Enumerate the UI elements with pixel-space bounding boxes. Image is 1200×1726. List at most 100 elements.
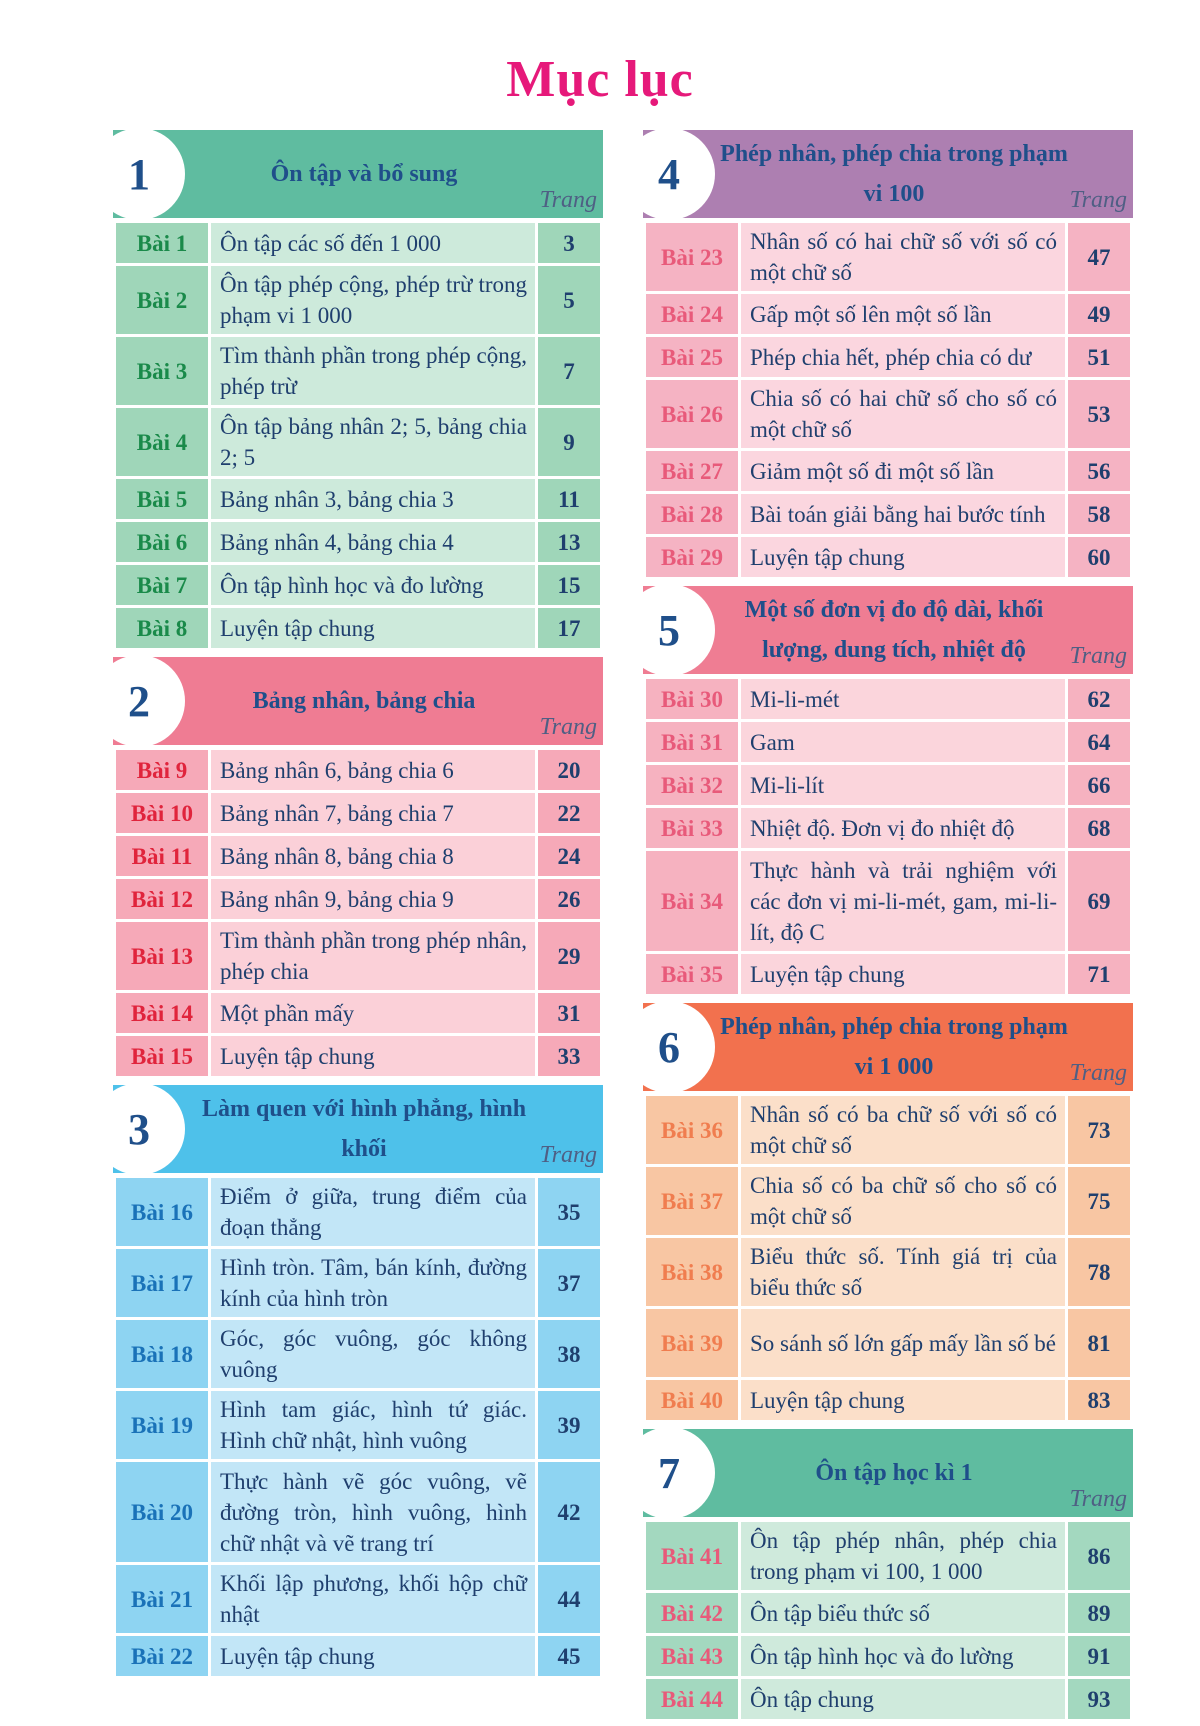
lesson-number: Bài 11 [116,836,208,876]
lesson-title[interactable]: Ôn tập chung [741,1679,1065,1719]
lesson-row[interactable]: Bài 39 So sánh số lớn gấp mấy lần số bé 81 [646,1309,1130,1377]
lesson-title[interactable]: Nhân số có hai chữ số với số có một chữ … [741,223,1065,291]
lesson-row[interactable]: Bài 26 Chia số có hai chữ số cho số có mộ… [646,380,1130,448]
lesson-row[interactable]: Bài 33 Nhiệt độ. Đơn vị đo nhiệt độ 68 [646,808,1130,848]
lesson-title[interactable]: Ôn tập hình học và đo lường [211,565,535,605]
lesson-title[interactable]: Phép chia hết, phép chia có dư [741,337,1065,377]
lesson-row[interactable]: Bài 8 Luyện tập chung 17 [116,608,600,648]
lesson-row[interactable]: Bài 27 Giảm một số đi một số lần 56 [646,451,1130,491]
lesson-row[interactable]: Bài 18 Góc, góc vuông, góc không vuông 38 [116,1320,600,1388]
lesson-title[interactable]: Bảng nhân 4, bảng chia 4 [211,522,535,562]
lesson-title[interactable]: Mi-li-lít [741,765,1065,805]
lesson-title[interactable]: Một phần mấy [211,993,535,1033]
lesson-title[interactable]: Luyện tập chung [211,1036,535,1076]
lesson-row[interactable]: Bài 9 Bảng nhân 6, bảng chia 6 20 [116,750,600,790]
lesson-number: Bài 24 [646,294,738,334]
lesson-title[interactable]: Bài toán giải bằng hai bước tính [741,494,1065,534]
lesson-row[interactable]: Bài 2 Ôn tập phép cộng, phép trừ trong ph… [116,266,600,334]
lesson-row[interactable]: Bài 31 Gam 64 [646,722,1130,762]
lesson-title[interactable]: So sánh số lớn gấp mấy lần số bé [741,1309,1065,1377]
lesson-row[interactable]: Bài 42 Ôn tập biểu thức số 89 [646,1593,1130,1633]
lesson-title[interactable]: Ôn tập các số đến 1 000 [211,223,535,263]
chapter-header: 3 Làm quen với hình phẳng, hình khối Trang [93,1083,603,1175]
lesson-row[interactable]: Bài 25 Phép chia hết, phép chia có dư 51 [646,337,1130,377]
lesson-row[interactable]: Bài 13 Tìm thành phần trong phép nhân, ph… [116,922,600,990]
lesson-title[interactable]: Bảng nhân 6, bảng chia 6 [211,750,535,790]
lesson-title[interactable]: Chia số có hai chữ số cho số có một chữ … [741,380,1065,448]
lesson-page-number: 86 [1068,1522,1130,1590]
lesson-title[interactable]: Ôn tập phép nhân, phép chia trong phạm v… [741,1522,1065,1590]
lesson-page-number: 66 [1068,765,1130,805]
lesson-row[interactable]: Bài 24 Gấp một số lên một số lần 49 [646,294,1130,334]
lesson-title[interactable]: Luyện tập chung [741,954,1065,994]
lesson-title[interactable]: Mi-li-mét [741,679,1065,719]
lesson-title[interactable]: Nhiệt độ. Đơn vị đo nhiệt độ [741,808,1065,848]
lesson-row[interactable]: Bài 3 Tìm thành phần trong phép cộng, phé… [116,337,600,405]
chapter-section: 3 Làm quen với hình phẳng, hình khối Trang… [93,1083,603,1679]
lesson-row[interactable]: Bài 34 Thực hành và trải nghiệm với các đ… [646,851,1130,951]
toc-column-left: 1 Ôn tập và bổ sung Trang Bài 1 Ôn tập các s… [93,128,603,1683]
lesson-title[interactable]: Bảng nhân 9, bảng chia 9 [211,879,535,919]
lesson-title[interactable]: Hình tam giác, hình tứ giác. Hình chữ nh… [211,1391,535,1459]
lesson-title[interactable]: Hình tròn. Tâm, bán kính, đường kính của… [211,1249,535,1317]
lesson-row[interactable]: Bài 28 Bài toán giải bằng hai bước tính 58 [646,494,1130,534]
lesson-row[interactable]: Bài 23 Nhân số có hai chữ số với số có mộ… [646,223,1130,291]
lesson-title[interactable]: Tìm thành phần trong phép cộng, phép trừ [211,337,535,405]
lesson-title[interactable]: Tìm thành phần trong phép nhân, phép chi… [211,922,535,990]
lesson-title[interactable]: Giảm một số đi một số lần [741,451,1065,491]
lesson-title[interactable]: Góc, góc vuông, góc không vuông [211,1320,535,1388]
lesson-row[interactable]: Bài 11 Bảng nhân 8, bảng chia 8 24 [116,836,600,876]
lesson-row[interactable]: Bài 7 Ôn tập hình học và đo lường 15 [116,565,600,605]
lesson-title[interactable]: Thực hành vẽ góc vuông, vẽ đường tròn, h… [211,1462,535,1562]
lesson-row[interactable]: Bài 32 Mi-li-lít 66 [646,765,1130,805]
lesson-row[interactable]: Bài 19 Hình tam giác, hình tứ giác. Hình … [116,1391,600,1459]
lesson-title[interactable]: Biểu thức số. Tính giá trị của biểu thức… [741,1238,1065,1306]
lesson-title[interactable]: Thực hành và trải nghiệm với các đơn vị … [741,851,1065,951]
lesson-row[interactable]: Bài 37 Chia số có ba chữ số cho số có một… [646,1167,1130,1235]
lesson-row[interactable]: Bài 1 Ôn tập các số đến 1 000 3 [116,223,600,263]
lesson-row[interactable]: Bài 10 Bảng nhân 7, bảng chia 7 22 [116,793,600,833]
lesson-title[interactable]: Luyện tập chung [741,1380,1065,1420]
lesson-row[interactable]: Bài 30 Mi-li-mét 62 [646,679,1130,719]
lesson-title[interactable]: Khối lập phương, khối hộp chữ nhật [211,1565,535,1633]
lesson-title[interactable]: Bảng nhân 8, bảng chia 8 [211,836,535,876]
lesson-title[interactable]: Điểm ở giữa, trung điểm của đoạn thẳng [211,1178,535,1246]
lesson-title[interactable]: Ôn tập phép cộng, phép trừ trong phạm vi… [211,266,535,334]
lesson-row[interactable]: Bài 17 Hình tròn. Tâm, bán kính, đường kí… [116,1249,600,1317]
lesson-title[interactable]: Chia số có ba chữ số cho số có một chữ s… [741,1167,1065,1235]
lesson-title[interactable]: Ôn tập bảng nhân 2; 5, bảng chia 2; 5 [211,408,535,476]
lesson-row[interactable]: Bài 38 Biểu thức số. Tính giá trị của biể… [646,1238,1130,1306]
lesson-title[interactable]: Ôn tập biểu thức số [741,1593,1065,1633]
lesson-title[interactable]: Gam [741,722,1065,762]
lesson-row[interactable]: Bài 44 Ôn tập chung 93 [646,1679,1130,1719]
lesson-page-number: 42 [538,1462,600,1562]
lesson-row[interactable]: Bài 41 Ôn tập phép nhân, phép chia trong … [646,1522,1130,1590]
lesson-row[interactable]: Bài 21 Khối lập phương, khối hộp chữ nhật… [116,1565,600,1633]
lesson-row[interactable]: Bài 15 Luyện tập chung 33 [116,1036,600,1076]
lesson-title[interactable]: Luyện tập chung [741,537,1065,577]
lesson-number: Bài 32 [646,765,738,805]
lesson-row[interactable]: Bài 16 Điểm ở giữa, trung điểm của đoạn t… [116,1178,600,1246]
lesson-row[interactable]: Bài 36 Nhân số có ba chữ số với số có một… [646,1096,1130,1164]
lesson-title[interactable]: Bảng nhân 3, bảng chia 3 [211,479,535,519]
lesson-row[interactable]: Bài 35 Luyện tập chung 71 [646,954,1130,994]
lesson-row[interactable]: Bài 14 Một phần mấy 31 [116,993,600,1033]
lesson-row[interactable]: Bài 22 Luyện tập chung 45 [116,1636,600,1676]
lesson-page-number: 39 [538,1391,600,1459]
lesson-row[interactable]: Bài 40 Luyện tập chung 83 [646,1380,1130,1420]
lesson-title[interactable]: Bảng nhân 7, bảng chia 7 [211,793,535,833]
lesson-row[interactable]: Bài 4 Ôn tập bảng nhân 2; 5, bảng chia 2;… [116,408,600,476]
lesson-title[interactable]: Ôn tập hình học và đo lường [741,1636,1065,1676]
lesson-row[interactable]: Bài 5 Bảng nhân 3, bảng chia 3 11 [116,479,600,519]
page-column-label: Trang [1069,643,1127,669]
lesson-title[interactable]: Luyện tập chung [211,1636,535,1676]
lesson-row[interactable]: Bài 20 Thực hành vẽ góc vuông, vẽ đường t… [116,1462,600,1562]
lesson-title[interactable]: Luyện tập chung [211,608,535,648]
chapter-section: 4 Phép nhân, phép chia trong phạm vi 100 T… [623,128,1133,580]
lesson-row[interactable]: Bài 12 Bảng nhân 9, bảng chia 9 26 [116,879,600,919]
lesson-row[interactable]: Bài 29 Luyện tập chung 60 [646,537,1130,577]
lesson-row[interactable]: Bài 6 Bảng nhân 4, bảng chia 4 13 [116,522,600,562]
lesson-row[interactable]: Bài 43 Ôn tập hình học và đo lường 91 [646,1636,1130,1676]
lesson-title[interactable]: Nhân số có ba chữ số với số có một chữ s… [741,1096,1065,1164]
lesson-title[interactable]: Gấp một số lên một số lần [741,294,1065,334]
